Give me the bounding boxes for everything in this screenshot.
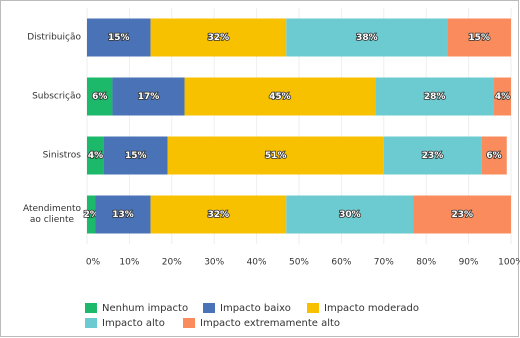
data-label: 32%: [208, 210, 230, 220]
data-label: 13%: [112, 210, 134, 220]
x-tick-label: 20%: [162, 258, 182, 268]
data-label: 6%: [486, 151, 501, 161]
y-tick-label: Distribuição: [27, 32, 81, 42]
legend-swatch: [85, 303, 97, 313]
data-label: 4%: [88, 151, 103, 161]
x-tick-label: 50%: [289, 258, 309, 268]
bar-segment: [375, 77, 495, 116]
bar-segment: [87, 18, 151, 57]
legend-swatch: [85, 318, 97, 328]
x-tick-label: 0%: [86, 258, 101, 268]
legend-swatch: [203, 303, 215, 313]
legend-label: Impacto baixo: [220, 303, 291, 314]
bar-segment: [286, 195, 414, 234]
y-tick-label: Atendimento ao cliente: [22, 203, 81, 225]
bar-segment: [150, 18, 287, 57]
bar-segment: [481, 136, 507, 175]
data-label: 32%: [208, 33, 230, 43]
bar-segment: [286, 18, 448, 57]
data-label: 15%: [125, 151, 147, 161]
y-tick-label: Subscrição: [32, 91, 81, 101]
data-label: 51%: [265, 151, 287, 161]
legend-label: Impacto alto: [102, 318, 165, 329]
data-label: 38%: [356, 33, 378, 43]
data-label: 17%: [138, 92, 160, 102]
y-tick-label: Sinistros: [42, 150, 81, 160]
bar-segment: [87, 136, 104, 175]
bar-segment: [103, 136, 168, 175]
x-tick-label: 100%: [498, 258, 520, 268]
bar-segment: [150, 195, 287, 234]
x-tick-label: 80%: [416, 258, 436, 268]
x-tick-label: 10%: [119, 258, 139, 268]
data-label: 4%: [495, 92, 510, 102]
legend-swatch: [307, 303, 319, 313]
data-label: 45%: [269, 92, 291, 102]
x-tick-label: 60%: [331, 258, 351, 268]
bar-segment: [87, 77, 113, 116]
bar-segment: [184, 77, 376, 116]
legend-label: Impacto extremamente alto: [200, 318, 340, 329]
bar-segment: [383, 136, 482, 175]
bar-segment: [95, 195, 151, 234]
bar-segment: [413, 195, 511, 234]
data-label: 23%: [422, 151, 444, 161]
data-label: 23%: [451, 210, 473, 220]
bar-segment: [494, 77, 511, 116]
data-label: 30%: [339, 210, 361, 220]
data-label: 2%: [84, 210, 99, 220]
bar-segment: [447, 18, 511, 57]
x-tick-label: 70%: [374, 258, 394, 268]
data-label: 6%: [92, 92, 107, 102]
legend-label: Impacto moderado: [324, 303, 419, 314]
x-tick-label: 30%: [204, 258, 224, 268]
bar-segment: [112, 77, 185, 116]
bar-segment: [167, 136, 384, 175]
x-tick-label: 90%: [459, 258, 479, 268]
legend-swatch: [183, 318, 195, 328]
x-tick-label: 40%: [247, 258, 267, 268]
data-label: 15%: [468, 33, 490, 43]
legend-label: Nenhum impacto: [102, 303, 188, 314]
data-label: 28%: [424, 92, 446, 102]
data-label: 15%: [108, 33, 130, 43]
bar-segment: [87, 195, 96, 234]
